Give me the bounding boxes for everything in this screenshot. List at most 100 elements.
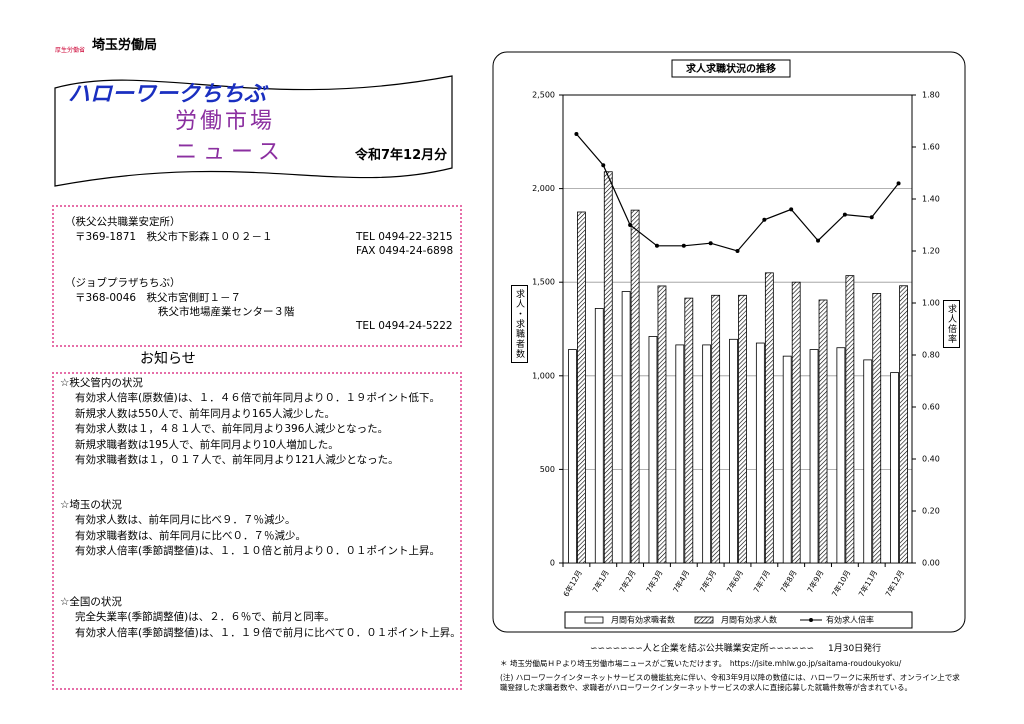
y2-tick-label: 1.80 bbox=[922, 91, 940, 100]
section-title: ☆秩父管内の状況 bbox=[60, 377, 143, 389]
office-address: 秩父市地場産業センター３階 bbox=[158, 306, 295, 318]
x-tick-label: 7年4月 bbox=[670, 568, 691, 594]
notice-line: 完全失業率(季節調整値)は、２．６％で、前月と同率。 bbox=[75, 611, 335, 623]
y-tick-label: 1,500 bbox=[532, 278, 555, 287]
y-axis-label: 求人・求職者数 bbox=[511, 285, 528, 363]
x-tick-label: 7年12月 bbox=[883, 568, 906, 598]
chart-title: 求人求職状況の推移 bbox=[686, 62, 776, 75]
y-tick-label: 2,500 bbox=[532, 91, 555, 100]
x-tick-label: 7年8月 bbox=[778, 568, 799, 594]
y2-tick-label: 0.20 bbox=[922, 507, 940, 516]
office-fax: FAX 0494-24-6898 bbox=[356, 245, 454, 257]
marker bbox=[601, 163, 606, 168]
bar bbox=[711, 294, 721, 564]
legend-swatch bbox=[694, 616, 714, 624]
x-tick-label: 6年12月 bbox=[561, 568, 584, 598]
bar bbox=[603, 171, 613, 564]
marker bbox=[708, 241, 713, 246]
bar bbox=[764, 272, 774, 564]
bar bbox=[568, 349, 577, 564]
marker bbox=[816, 238, 821, 243]
title: 労働市場 bbox=[175, 109, 276, 134]
notice-line: 有効求職者数は、前年同月に比べ０．７％減少。 bbox=[75, 529, 306, 542]
bar bbox=[818, 299, 828, 564]
bar bbox=[738, 294, 747, 564]
office-tel: TEL 0494-22-3215 bbox=[356, 231, 453, 243]
office-address: 〒368-0046 秩父市宮側町１－７ bbox=[75, 292, 242, 304]
y-tick-label: 0 bbox=[550, 559, 555, 568]
bureau: 埼玉労働局 bbox=[92, 38, 158, 53]
bar bbox=[845, 275, 855, 564]
marker bbox=[789, 207, 794, 212]
notice-line: 有効求人数は１，４８１人で、前年同月より396人減少となった。 bbox=[75, 423, 389, 435]
bar bbox=[684, 297, 694, 564]
notice-heading: お知らせ bbox=[140, 351, 196, 367]
bar bbox=[630, 209, 640, 564]
legend-label: 有効求人倍率 bbox=[826, 615, 874, 625]
x-tick-label: 7年3月 bbox=[643, 568, 664, 594]
y2-tick-label: 1.60 bbox=[922, 143, 940, 152]
bar bbox=[675, 344, 685, 564]
notice-line: 有効求人倍率(原数値)は、１．４６倍で前年同月より０．１９ポイント低下。 bbox=[75, 392, 440, 404]
x-tick-label: 7年7月 bbox=[751, 568, 772, 594]
notice-line: 有効求人倍率(季節調整値)は、１．１９倍で前月に比べて０．０１ポイント上昇。 bbox=[75, 626, 461, 639]
x-tick-label: 7年10月 bbox=[829, 568, 852, 598]
legend-label: 月間有効求人数 bbox=[721, 615, 777, 625]
marker bbox=[896, 181, 901, 186]
bar bbox=[621, 291, 631, 564]
bar bbox=[890, 372, 899, 564]
bar bbox=[729, 338, 738, 564]
marker bbox=[681, 243, 686, 248]
legend-box bbox=[564, 611, 913, 629]
x-tick-label: 7年2月 bbox=[617, 568, 638, 594]
marker bbox=[574, 132, 579, 136]
issue-date: 1月30日発行 bbox=[828, 644, 882, 654]
bar bbox=[657, 285, 667, 564]
line bbox=[575, 133, 900, 252]
notice-line: 有効求人倍率(季節調整値)は、１．１０倍と前月より０．０１ポイント上昇。 bbox=[75, 545, 440, 557]
x-tick-label: 7年1月 bbox=[590, 568, 611, 594]
bar bbox=[809, 349, 819, 564]
ministry: 厚生労働省 bbox=[55, 47, 86, 54]
office-address: 〒369-1871 秩父市下影森１００２－１ bbox=[75, 231, 273, 243]
x-tick-label: 7年6月 bbox=[724, 568, 745, 594]
slogan: ∽∽∽∽∽∽∽人と企業を結ぶ公共職業安定所∽∽∽∽∽∽ bbox=[590, 644, 815, 654]
y2-tick-label: 1.40 bbox=[922, 195, 940, 204]
y2-tick-label: 1.00 bbox=[922, 299, 940, 308]
bar bbox=[702, 344, 712, 564]
y2-tick-label: 0.60 bbox=[922, 403, 940, 412]
marker bbox=[869, 215, 874, 220]
notice-line: 新規求人数は550人で、前年同月より165人減少した。 bbox=[75, 407, 335, 420]
legend-swatch bbox=[809, 618, 813, 622]
footer-note: ＊ 埼玉労働局ＨＰより埼玉労働市場ニュースがご覧いただけます。 https://… bbox=[500, 659, 902, 668]
y-tick-label: 2,000 bbox=[532, 184, 555, 193]
issue: 令和7年12月分 bbox=[355, 148, 448, 163]
notice-line: 有効求職者数は１，０１７人で、前年同月より121人減少となった。 bbox=[75, 454, 399, 466]
office-name: （秩父公共職業安定所） bbox=[65, 216, 181, 228]
y2-tick-label: 0.80 bbox=[922, 351, 940, 360]
x-tick-label: 7年11月 bbox=[856, 568, 879, 598]
title: ハローワークちちぶ bbox=[68, 82, 267, 107]
notice-line: 新規求職者数は195人で、前年同月より10人増加した。 bbox=[75, 438, 339, 451]
y2-axis-label: 求人倍率 bbox=[943, 300, 960, 348]
office-name: （ジョブプラザちちぶ） bbox=[65, 277, 181, 289]
marker bbox=[654, 243, 659, 248]
bar bbox=[836, 347, 846, 564]
marker bbox=[762, 217, 767, 222]
x-tick-label: 7年9月 bbox=[805, 568, 826, 594]
y2-tick-label: 1.20 bbox=[922, 247, 940, 256]
legend-swatch bbox=[584, 616, 604, 624]
section-title: ☆全国の状況 bbox=[60, 596, 122, 608]
bar bbox=[577, 211, 586, 564]
bar bbox=[594, 308, 604, 564]
notice-line: 有効求人数は、前年同月に比べ９．７％減少。 bbox=[75, 514, 296, 526]
bar bbox=[648, 336, 658, 564]
footer-note: (注) ハローワークインターネットサービスの機能拡充に伴い、令和3年9月以降の数… bbox=[500, 673, 960, 692]
bar bbox=[863, 359, 873, 564]
bar bbox=[782, 355, 792, 564]
section-title: ☆埼玉の状況 bbox=[60, 499, 122, 511]
marker bbox=[735, 249, 740, 253]
chart-title-box bbox=[671, 59, 791, 78]
bar bbox=[872, 293, 882, 564]
bar bbox=[791, 281, 801, 564]
